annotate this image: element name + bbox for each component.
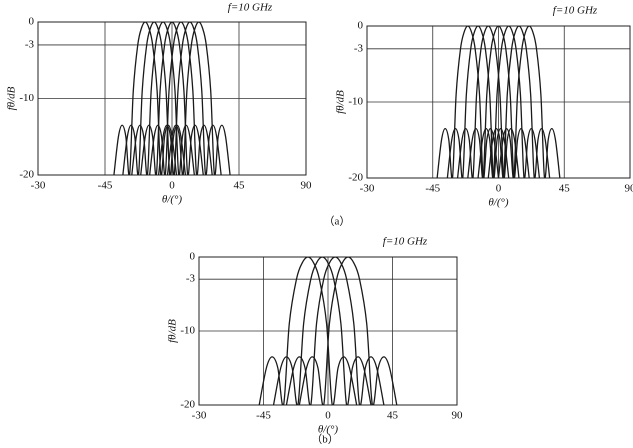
y-tick-label: -20 [19,169,34,181]
x-tick-label: 90 [452,410,464,422]
beam-curve [272,257,372,405]
x-axis-label: θ/(°) [318,424,339,436]
x-tick-label: -45 [256,410,271,422]
x-tick-label: 45 [387,410,399,422]
chart: f=10 GHz 0 -3 -10 -20-30 -45 0 45 90 θ/(°) fθ/dB [167,236,463,436]
beam-curve [157,22,222,175]
beam-curve [477,26,541,178]
y-tick-label: -10 [19,92,34,104]
x-tick-label: -30 [31,180,46,192]
beam-curve [258,257,358,405]
beam-curve [140,22,204,175]
caption: （b） [311,433,339,446]
x-tick-label: 90 [625,183,633,195]
beam-curve [122,22,187,175]
beam-curve [285,257,385,405]
x-tick-label: 45 [559,183,571,195]
y-tick-label: -20 [180,399,195,411]
beam-curve [149,22,213,175]
beam-curve [487,26,551,178]
beam-curve [456,26,520,178]
x-tick-label: 0 [169,180,175,192]
beam-curve [166,22,231,175]
beam-curve [497,26,561,178]
x-tick-label: 45 [234,180,246,192]
chart-title: f=10 GHz [383,236,428,248]
y-tick-label: 0 [29,16,35,28]
x-tick-label: -45 [98,180,113,192]
beam-curve [446,26,510,178]
x-axis-label: θ/(°) [488,197,509,209]
x-tick-label: -45 [425,183,440,195]
y-tick-label: -20 [348,172,363,184]
beam-curve [113,22,178,175]
y-axis-label: fθ/dB [167,319,179,343]
chart-title: f=10 GHz [553,5,598,17]
x-tick-label: -30 [192,410,207,422]
y-tick-label: -10 [348,96,363,108]
beam-curve [436,26,500,178]
x-tick-label: 90 [301,180,313,192]
y-tick-label: -10 [180,325,195,337]
chart: f=10 GHz 0 -3 -10 -20-30 -45 0 45 90 θ/(°) fθ/dB [335,5,633,209]
chart: f=10 GHz 0 -3 -10 -20-30 -45 0 45 90 θ/(°) fθ/dB [6,2,312,206]
y-axis-label: fθ/dB [6,86,18,110]
y-tick-label: 0 [358,20,364,32]
y-axis-label: fθ/dB [335,90,347,114]
beam-curve [467,26,530,178]
y-tick-label: -3 [186,273,196,285]
beam-curve [131,22,195,175]
x-tick-label: -30 [360,183,375,195]
x-tick-label: 0 [325,410,331,422]
y-tick-label: -3 [354,42,364,54]
x-tick-label: 0 [496,183,502,195]
y-tick-label: 0 [190,251,196,263]
x-axis-label: θ/(°) [162,194,183,206]
y-tick-label: -3 [25,38,35,50]
chart-title: f=10 GHz [228,2,273,14]
plot-frame [198,256,458,406]
beam-curve [298,257,398,405]
caption: （a） [324,215,351,228]
